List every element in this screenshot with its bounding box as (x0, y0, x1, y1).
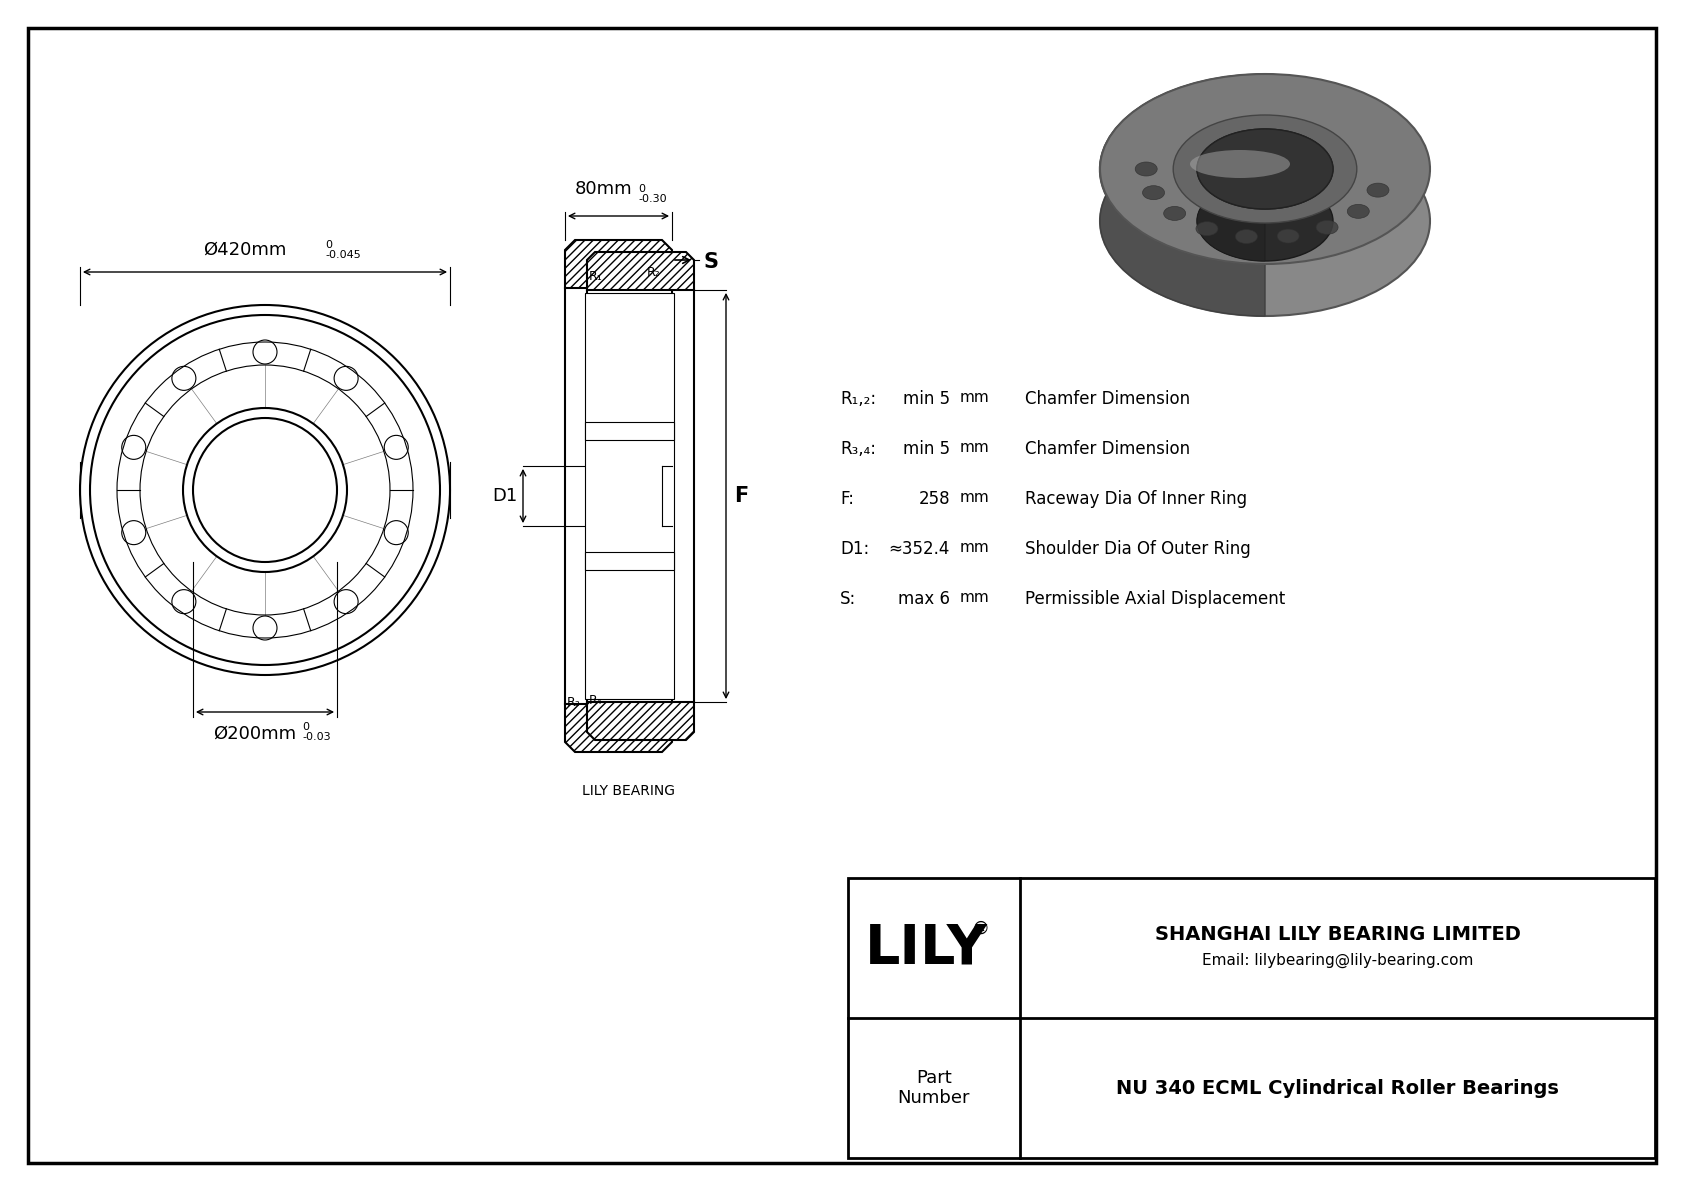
Bar (584, 551, 674, 570)
Text: R₁,₂:: R₁,₂: (840, 389, 876, 409)
Text: LILY: LILY (864, 921, 987, 975)
Ellipse shape (1197, 181, 1334, 261)
Text: R₂: R₂ (647, 266, 660, 279)
Ellipse shape (1317, 220, 1339, 235)
Ellipse shape (1236, 230, 1258, 243)
Text: NU 340 ECML Cylindrical Roller Bearings: NU 340 ECML Cylindrical Roller Bearings (1116, 1079, 1559, 1097)
Text: R₃: R₃ (568, 696, 581, 709)
Ellipse shape (1142, 186, 1165, 200)
Text: 0: 0 (301, 722, 308, 732)
Text: min 5: min 5 (903, 389, 950, 409)
Text: mm: mm (960, 490, 990, 505)
Bar (849, 878, 1655, 1158)
Polygon shape (588, 252, 694, 289)
Text: -0.03: -0.03 (301, 732, 330, 742)
Text: ®: ® (972, 919, 990, 939)
Ellipse shape (1276, 229, 1298, 243)
Polygon shape (566, 241, 672, 288)
Text: Chamfer Dimension: Chamfer Dimension (1026, 389, 1191, 409)
Text: max 6: max 6 (898, 590, 950, 607)
Text: 0: 0 (325, 241, 332, 250)
Text: R₄: R₄ (589, 694, 603, 707)
Text: Email: lilybearing@lily-bearing.com: Email: lilybearing@lily-bearing.com (1202, 953, 1474, 967)
Text: SHANGHAI LILY BEARING LIMITED: SHANGHAI LILY BEARING LIMITED (1155, 924, 1521, 943)
Ellipse shape (1367, 183, 1389, 198)
Text: S:: S: (840, 590, 855, 607)
Text: mm: mm (960, 439, 990, 455)
Bar (584, 293, 674, 699)
Ellipse shape (1100, 74, 1430, 264)
Text: R₃,₄:: R₃,₄: (840, 439, 876, 459)
Text: Shoulder Dia Of Outer Ring: Shoulder Dia Of Outer Ring (1026, 540, 1251, 559)
Ellipse shape (1197, 129, 1334, 208)
Text: F: F (734, 486, 748, 506)
Ellipse shape (1164, 206, 1186, 220)
Text: 258: 258 (918, 490, 950, 509)
Text: Chamfer Dimension: Chamfer Dimension (1026, 439, 1191, 459)
Text: 0: 0 (638, 183, 645, 194)
Text: S: S (704, 252, 719, 272)
Text: D1:: D1: (840, 540, 869, 559)
Text: Ø200mm: Ø200mm (214, 725, 296, 743)
Text: ≈352.4: ≈352.4 (889, 540, 950, 559)
Text: mm: mm (960, 389, 990, 405)
Polygon shape (588, 701, 694, 740)
Polygon shape (566, 704, 672, 752)
Text: Raceway Dia Of Inner Ring: Raceway Dia Of Inner Ring (1026, 490, 1248, 509)
Text: Ø420mm: Ø420mm (204, 241, 286, 258)
Text: Part
Number: Part Number (898, 1068, 970, 1108)
Text: 80mm: 80mm (574, 180, 632, 198)
Text: R₁: R₁ (589, 270, 603, 283)
Text: min 5: min 5 (903, 439, 950, 459)
Ellipse shape (1197, 129, 1334, 208)
Polygon shape (1100, 74, 1265, 316)
Polygon shape (1197, 129, 1265, 261)
Text: -0.045: -0.045 (325, 250, 360, 260)
Text: mm: mm (960, 540, 990, 555)
Ellipse shape (1191, 150, 1290, 177)
Ellipse shape (1174, 116, 1357, 223)
Ellipse shape (1100, 126, 1430, 316)
Text: Permissible Axial Displacement: Permissible Axial Displacement (1026, 590, 1285, 607)
Bar (584, 422, 674, 439)
Ellipse shape (1135, 162, 1157, 176)
Text: mm: mm (960, 590, 990, 605)
Ellipse shape (1347, 205, 1369, 218)
Text: D1: D1 (493, 487, 519, 505)
Text: LILY BEARING: LILY BEARING (583, 784, 675, 798)
Text: -0.30: -0.30 (638, 194, 667, 204)
Ellipse shape (1196, 222, 1218, 236)
Text: F:: F: (840, 490, 854, 509)
